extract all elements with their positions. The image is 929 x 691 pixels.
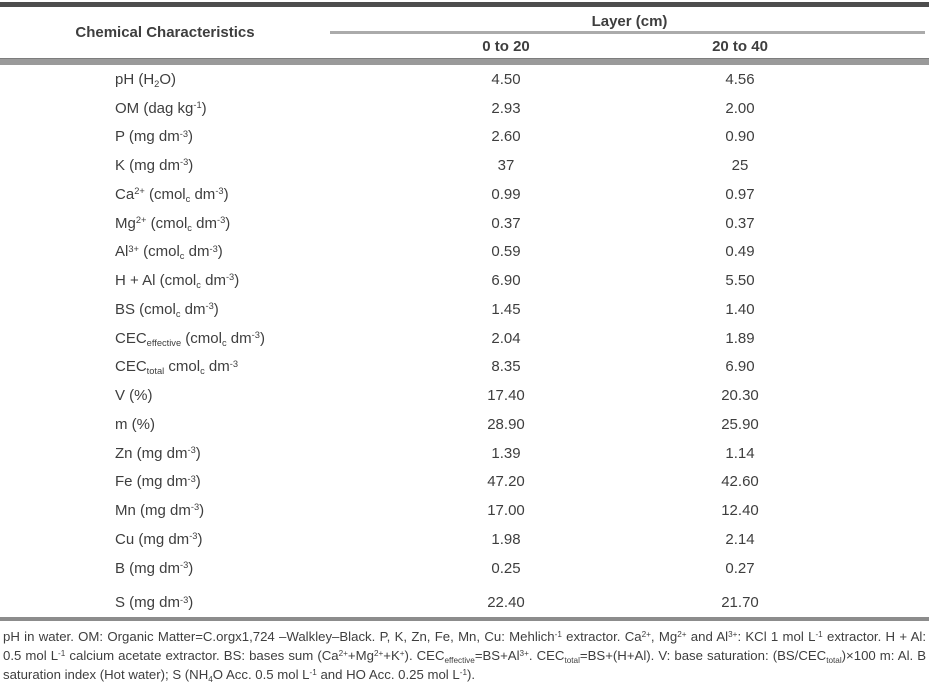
value-layer-20-40: 5.50 [725,272,755,290]
value-layer-20-40: 0.37 [725,214,755,232]
row-label: Ca2+ (cmolc dm-3) [115,185,229,204]
value-layer-0-20: 0.37 [491,214,521,232]
table-row: H + Al (cmolc dm-3) 6.90 5.50 [0,266,929,295]
row-label: Cu (mg dm-3) [115,530,203,548]
table-row: CECtotal cmolc dm-3 8.35 6.90 [0,353,929,382]
table-top-rule [0,2,929,7]
value-layer-0-20: 6.90 [491,272,521,290]
value-layer-20-40: 1.14 [725,444,755,462]
value-layer-20-40: 25.90 [721,415,759,433]
row-label: OM (dag kg-1) [115,99,207,117]
value-layer-0-20: 17.40 [487,387,525,405]
row-label: CECeffective (cmolc dm-3) [115,329,265,348]
row-label: Zn (mg dm-3) [115,444,201,462]
table-row: S (mg dm-3) 22.40 21.70 [0,589,929,618]
value-layer-20-40: 4.56 [725,70,755,88]
value-layer-20-40: 1.89 [725,329,755,347]
table-row: Mg2+ (cmolc dm-3) 0.37 0.37 [0,209,929,238]
value-layer-0-20: 37 [497,157,515,175]
row-label: Fe (mg dm-3) [115,473,201,491]
value-layer-20-40: 21.70 [721,594,759,612]
value-layer-0-20: 4.50 [491,70,521,88]
table-row: V (%) 17.40 20.30 [0,381,929,410]
row-label: K (mg dm-3) [115,157,194,175]
value-layer-20-40: 1.40 [725,300,755,318]
table-row: Cu (mg dm-3) 1.98 2.14 [0,525,929,554]
value-layer-20-40: 0.49 [725,243,755,261]
table-row: K (mg dm-3) 37 25 [0,151,929,180]
value-layer-20-40: 6.90 [725,358,755,376]
table-row: B (mg dm-3) 0.25 0.27 [0,554,929,583]
value-layer-20-40: 0.90 [725,128,755,146]
value-layer-0-20: 17.00 [487,502,525,520]
value-layer-0-20: 28.90 [487,415,525,433]
row-label: CECtotal cmolc dm-3 [115,358,239,377]
row-label: P (mg dm-3) [115,128,194,146]
header-bottom-rule [0,58,929,65]
table-header: Chemical Characteristics Layer (cm) 0 to… [0,7,929,58]
value-layer-0-20: 0.59 [491,243,521,261]
value-layer-0-20: 2.04 [491,329,521,347]
value-layer-20-40: 25 [731,157,749,175]
row-label: pH (H2O) [115,70,177,89]
value-layer-20-40: 2.00 [725,99,755,117]
layer-group-underline [330,31,925,34]
value-layer-20-40: 0.27 [725,559,755,577]
table-row: m (%) 28.90 25.90 [0,410,929,439]
table-row: P (mg dm-3) 2.60 0.90 [0,123,929,152]
value-layer-20-40: 0.97 [725,185,755,203]
value-layer-20-40: 2.14 [725,530,755,548]
row-label: B (mg dm-3) [115,559,194,577]
table-row: Fe (mg dm-3) 47.20 42.60 [0,468,929,497]
column-header-chemical-characteristics: Chemical Characteristics [75,24,255,41]
table-row: OM (dag kg-1) 2.93 2.00 [0,94,929,123]
value-layer-20-40: 12.40 [721,502,759,520]
value-layer-0-20: 0.25 [491,559,521,577]
row-label: Al3+ (cmolc dm-3) [115,243,223,262]
table-body: pH (H2O) 4.50 4.56 OM (dag kg-1) 2.93 2.… [0,65,929,617]
value-layer-20-40: 42.60 [721,473,759,491]
table-footnote: pH in water. OM: Organic Matter=C.orgx1,… [3,629,927,684]
value-layer-0-20: 0.99 [491,185,521,203]
table-row: Al3+ (cmolc dm-3) 0.59 0.49 [0,238,929,267]
table-row: Mn (mg dm-3) 17.00 12.40 [0,496,929,525]
row-label: Mn (mg dm-3) [115,502,205,520]
table-row: Zn (mg dm-3) 1.39 1.14 [0,439,929,468]
value-layer-0-20: 1.45 [491,300,521,318]
layer-subheader-row: 0 to 20 20 to 40 [330,34,929,58]
value-layer-0-20: 1.39 [491,444,521,462]
value-layer-0-20: 1.98 [491,530,521,548]
layer-header-group: Layer (cm) 0 to 20 20 to 40 [330,7,929,58]
value-layer-20-40: 20.30 [721,387,759,405]
table-row: CECeffective (cmolc dm-3) 2.04 1.89 [0,324,929,353]
value-layer-0-20: 2.60 [491,128,521,146]
value-layer-0-20: 47.20 [487,473,525,491]
table-bottom-rule [0,617,929,622]
column-header-layer-20-40: 20 to 40 [712,37,768,55]
row-label: Mg2+ (cmolc dm-3) [115,214,231,233]
row-label: H + Al (cmolc dm-3) [115,272,240,291]
value-layer-0-20: 22.40 [487,594,525,612]
row-label: m (%) [115,415,155,433]
row-label: BS (cmolc dm-3) [115,300,219,319]
value-layer-0-20: 2.93 [491,99,521,117]
column-group-header-layer: Layer (cm) [591,13,668,30]
value-layer-0-20: 8.35 [491,358,521,376]
table-row: BS (cmolc dm-3) 1.45 1.40 [0,295,929,324]
table-row: Ca2+ (cmolc dm-3) 0.99 0.97 [0,180,929,209]
row-label: S (mg dm-3) [115,594,194,612]
table-row: pH (H2O) 4.50 4.56 [0,65,929,94]
column-header-layer-0-20: 0 to 20 [482,37,530,55]
row-label: V (%) [115,387,153,405]
